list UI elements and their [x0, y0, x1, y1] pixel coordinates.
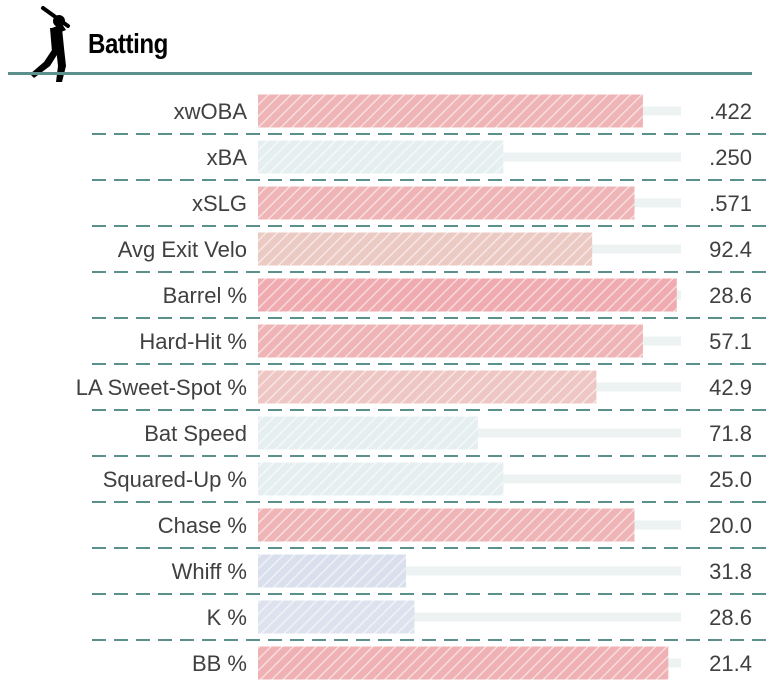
bar-hatch — [258, 416, 478, 450]
bar-hatch — [258, 278, 677, 312]
header-rule — [8, 72, 752, 75]
bar-hatch — [258, 370, 597, 404]
value-label: .422 — [709, 99, 752, 124]
metric-label: K % — [207, 605, 247, 630]
value-label: 28.6 — [709, 283, 752, 308]
value-label: 20.0 — [709, 513, 752, 538]
batter-silhouette-icon — [30, 6, 70, 82]
bar-hatch — [258, 508, 635, 542]
section-title: Batting — [88, 28, 168, 59]
metric-label: Bat Speed — [144, 421, 247, 446]
value-label: 42.9 — [709, 375, 752, 400]
bar-hatch — [258, 324, 643, 358]
bar-hatch — [258, 94, 643, 128]
bar-track — [258, 612, 681, 622]
metric-label: Hard-Hit % — [139, 329, 247, 354]
metric-label: Squared-Up % — [103, 467, 247, 492]
value-label: .250 — [709, 145, 752, 170]
metric-label: xwOBA — [174, 99, 248, 124]
bar-hatch — [258, 462, 504, 496]
bar-hatch — [258, 554, 407, 588]
metric-label: LA Sweet-Spot % — [76, 375, 247, 400]
metric-label: Whiff % — [172, 559, 247, 584]
bar-hatch — [258, 232, 593, 266]
value-label: 31.8 — [709, 559, 752, 584]
value-label: 25.0 — [709, 467, 752, 492]
bar-hatch — [258, 646, 669, 680]
value-label: 57.1 — [709, 329, 752, 354]
value-label: 21.4 — [709, 651, 752, 676]
value-label: 92.4 — [709, 237, 752, 262]
bar-track — [258, 566, 681, 576]
bar-hatch — [258, 600, 415, 634]
value-label: .571 — [709, 191, 752, 216]
section-header: Batting — [0, 0, 774, 82]
metric-label: xBA — [207, 145, 248, 170]
metric-label: xSLG — [192, 191, 247, 216]
bar-hatch — [258, 140, 504, 174]
bar-hatch — [258, 186, 635, 220]
metric-label: Avg Exit Velo — [118, 237, 247, 262]
metric-label: Chase % — [158, 513, 247, 538]
metric-label: Barrel % — [163, 283, 247, 308]
metric-label: BB % — [192, 651, 247, 676]
value-label: 28.6 — [709, 605, 752, 630]
value-label: 71.8 — [709, 421, 752, 446]
